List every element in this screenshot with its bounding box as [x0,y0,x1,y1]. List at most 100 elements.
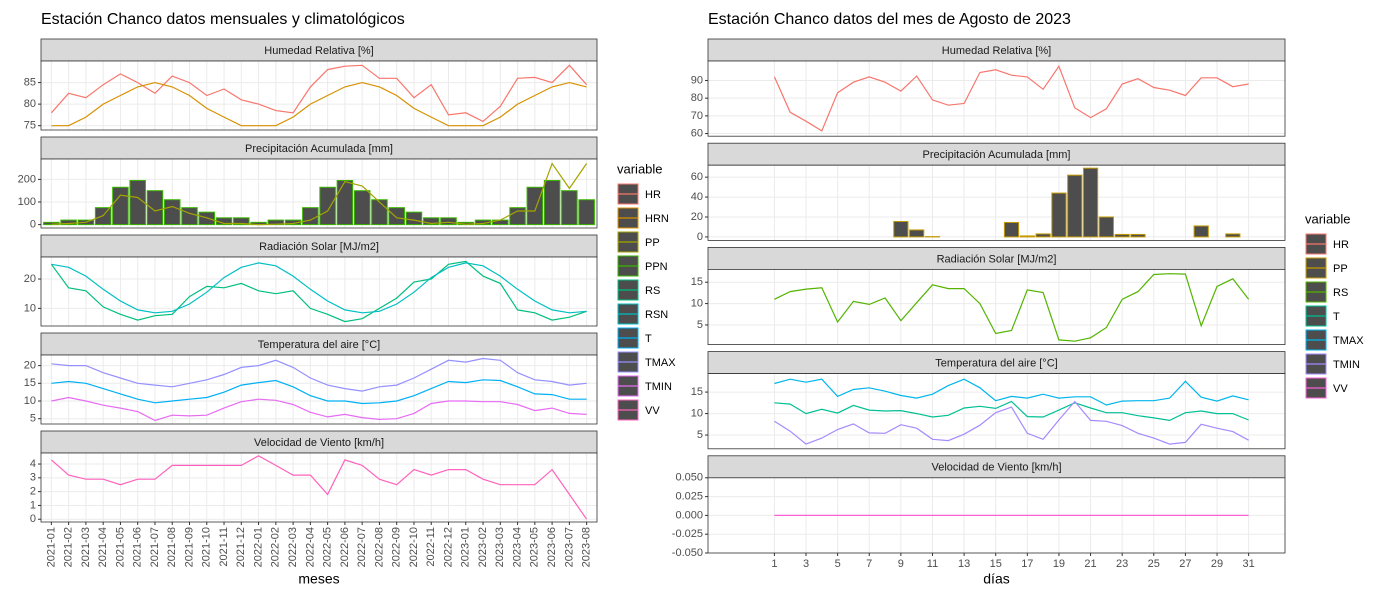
panel-border [40,354,598,425]
series-line [51,262,587,314]
x-tick-label: 25 [1148,558,1160,570]
x-tick-label: 2023-08 [581,527,593,567]
bar [1003,221,1020,238]
y-tick-label: 80 [691,92,703,104]
bar [112,186,129,226]
x-tick-label: 2022-06 [339,527,351,567]
series-line [773,65,1249,132]
legend-label: HRN [645,213,669,225]
y-tick-label: 1 [30,499,36,511]
strip-title: Precipitación Acumulada [mm] [245,143,393,155]
y-tick-label: 0 [697,231,703,243]
panel [41,61,597,130]
legend-label: PPN [645,261,668,273]
panel [41,355,597,424]
y-tick-label: 60 [691,171,703,183]
y-tick-label: 0.050 [675,472,703,484]
x-tick-label: 2021-04 [97,527,109,567]
strip-title: Radiación Solar [MJ/m2] [937,253,1057,265]
y-tick-label: 60 [691,127,703,139]
panel-border [40,158,598,229]
strip-title: Humedad Relativa [%] [942,45,1051,57]
y-tick-label: 10 [24,395,36,407]
y-tick-label: 20 [691,211,703,223]
y-tick-label: 40 [691,191,703,203]
y-tick-label: 2 [30,486,36,498]
bar [893,220,909,238]
x-tick-label: 2023-04 [511,527,523,567]
x-tick-label: 2023-03 [494,527,506,567]
x-tick-label: 11 [927,558,938,570]
bar [1019,235,1035,238]
y-tick-label: 5 [697,319,703,331]
bar [526,186,544,226]
y-tick-label: 75 [24,120,36,132]
x-tick-label: 2021-12 [235,527,247,567]
strip-title: Precipitación Acumulada [mm] [923,149,1071,161]
x-tick-label: 2022-08 [373,527,385,567]
x-tick-label: 2023-02 [477,527,489,567]
series-line [774,378,1249,406]
y-tick-label: 20 [24,360,36,372]
x-tick-label: 2022-12 [442,527,454,567]
x-tick-label: 2022-01 [252,527,264,567]
x-tick-label: 2021-02 [63,527,75,567]
x-tick-label: 15 [990,558,1002,570]
y-tick-label: 80 [24,98,36,110]
chart-title: Estación Chanco datos del mes de Agosto … [708,11,1071,28]
y-tick-label: 20 [24,273,36,285]
bar [1082,167,1099,238]
x-tick-label: 2021-09 [183,527,195,567]
x-tick-label: 2021-01 [45,527,57,567]
panel [41,453,597,522]
bar [405,211,423,226]
bar [371,199,388,226]
bar [1098,216,1114,238]
x-tick-label: 2022-03 [287,527,299,567]
bar [1225,233,1241,238]
panel [708,373,1285,449]
x-tick-label: 5 [835,558,841,570]
legend-label: TMIN [645,381,672,393]
legend-label: T [645,333,652,345]
bar [163,199,181,226]
strip-title: Temperatura del aire [°C] [935,358,1057,370]
series-line [774,400,1249,445]
x-tick-label: 29 [1211,558,1223,570]
x-tick-label: 2021-03 [80,527,92,567]
x-tick-label: 2021-07 [149,527,161,567]
bar [1114,233,1130,238]
strip-title: Temperatura del aire [°C] [258,339,380,351]
bar [129,179,146,226]
bar [509,207,526,226]
y-tick-label: 0.000 [675,509,703,521]
y-tick-label: 15 [24,377,36,389]
series-line [51,81,587,127]
x-tick-label: 2021-08 [166,527,178,567]
y-tick-label: -0.050 [672,547,703,559]
y-tick-label: 100 [18,196,36,208]
y-tick-label: 10 [691,297,703,309]
x-axis-label: meses [298,571,339,587]
panel-border [40,256,598,327]
x-tick-label: 3 [803,558,809,570]
x-tick-label: 2022-07 [356,527,368,567]
y-tick-label: 70 [691,110,703,122]
x-tick-label: 2022-11 [425,527,437,567]
x-tick-label: 1 [771,558,777,570]
series-line [774,400,1249,422]
x-tick-label: 17 [1021,558,1033,570]
legend-title: variable [617,161,663,176]
legend-label: TMAX [645,357,676,369]
legend-label: PP [1333,263,1348,275]
bar [1193,225,1209,238]
chart-title: Estación Chanco datos mensuales y climat… [41,11,405,28]
strip-title: Velocidad de Viento [km/h] [254,437,384,449]
legend-label: RS [645,285,660,297]
strip-title: Velocidad de Viento [km/h] [931,462,1061,474]
bar [422,217,440,226]
series-line [51,162,588,226]
panel-border [707,373,1286,450]
legend-label: RSN [645,309,668,321]
